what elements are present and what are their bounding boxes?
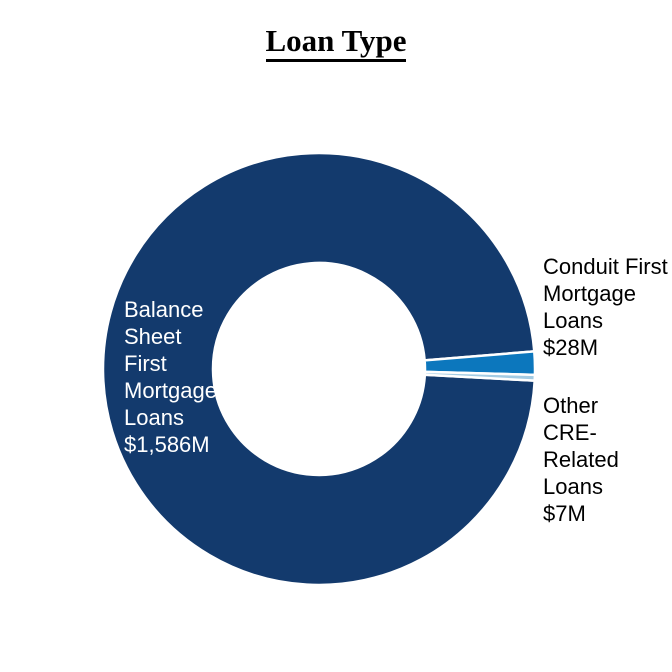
segment-label-other-cre-related-loans: Other CRE-Related Loans $7M: [543, 393, 619, 526]
chart-title: Loan Type: [0, 23, 672, 62]
chart-title-text: Loan Type: [265, 23, 407, 62]
pie-slice-1: [101, 151, 536, 587]
segment-label-balance-sheet-first-mortgage-loans: Balance Sheet First Mortgage Loans $1,58…: [124, 297, 217, 457]
pie-slice-3: [423, 370, 537, 382]
segment-label-conduit-first-mortgage-loans: Conduit First Mortgage Loans $28M: [543, 254, 668, 360]
